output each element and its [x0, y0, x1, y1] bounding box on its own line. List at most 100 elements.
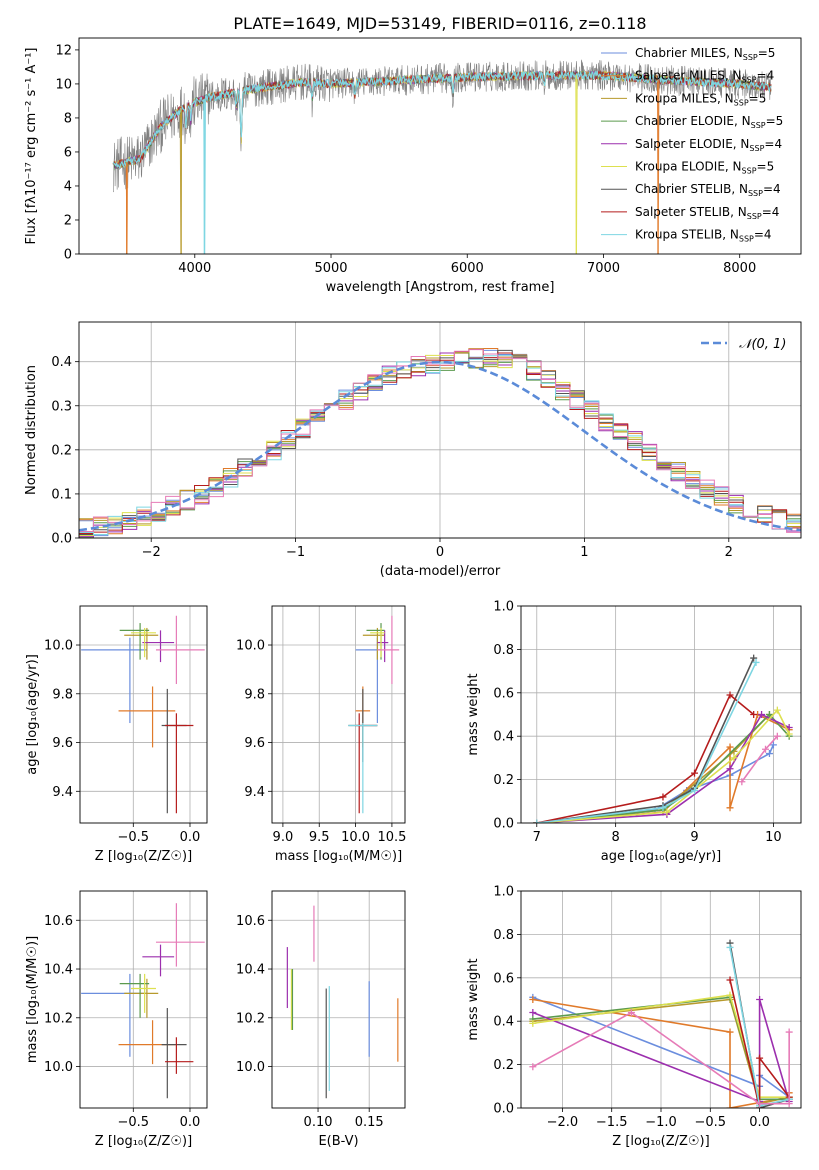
- weight-series-line: [536, 693, 755, 823]
- weight-point-marker: [529, 1063, 537, 1071]
- axes-frame: [78, 37, 802, 255]
- axes-frame: [520, 605, 802, 824]
- x-tick-label: −2: [142, 545, 161, 560]
- legend-subscript: SSP: [749, 144, 764, 153]
- x-tick-label: 0.0: [749, 1115, 770, 1130]
- legend-value: =4: [764, 137, 782, 151]
- legend-value: =5: [766, 114, 784, 128]
- weight-point-marker: [726, 1104, 734, 1108]
- weight-point-marker: [738, 778, 746, 786]
- weight-point-marker: [691, 786, 699, 794]
- y-tick-label: 2: [64, 213, 72, 228]
- y-tick-label: 1.0: [493, 600, 514, 615]
- weight-point-marker: [663, 808, 671, 816]
- y-tick-label: 9.8: [244, 687, 265, 702]
- x-tick-label: 8000: [723, 261, 756, 276]
- legend-value: =4: [754, 228, 772, 242]
- weight-point-marker: [726, 1028, 734, 1036]
- x-tick-label: 2: [725, 545, 733, 560]
- axes-frame: [520, 890, 802, 1109]
- weight-vs-Z-panel: −2.0 −1.5 −1.0 −0.5 0.0 0.0 0.2 0.4 0.6 0.8 1.0 Z […: [466, 885, 802, 1149]
- y-tick-label: 0.0: [51, 532, 72, 547]
- weight-point-marker: [756, 996, 764, 1003]
- figure-title: PLATE=1649, MJD=53149, FIBERID=0116, z=0…: [233, 14, 646, 33]
- weight-point-marker: [750, 711, 758, 718]
- weight-vs-age-plot-area: [533, 654, 793, 823]
- y-axis-label: Flux [fλ10⁻¹⁷ erg cm⁻² s⁻¹ A⁻¹]: [24, 48, 39, 245]
- weight-point-marker: [762, 745, 770, 753]
- normal-curve: [79, 360, 801, 532]
- y-axis-label: Normed distribution: [24, 365, 39, 495]
- y-tick-label: 0.2: [51, 443, 72, 458]
- x-axis-label: wavelength [Angstrom, rest frame]: [326, 280, 555, 295]
- x-tick-label: 5000: [314, 261, 347, 276]
- y-tick-label: 10.2: [44, 1011, 73, 1026]
- weight-vs-age-panel: 7 8 9 10 0.0 0.2 0.4 0.6 0.8 1.0 age [log₁₀(age/yr…: [466, 600, 802, 864]
- weight-vs-Z-plot-area: [529, 939, 793, 1108]
- x-tick-label: 0.10: [304, 1115, 333, 1130]
- y-axis-label: mass weight: [466, 958, 481, 1040]
- y-tick-label: 10.6: [236, 914, 265, 929]
- legend-entry: Chabrier STELIB, NSSP=4: [635, 182, 781, 198]
- mass-vs-EBV-plot-area: [286, 905, 399, 1099]
- y-tick-label: 12: [55, 43, 72, 58]
- y-tick-label: 0.4: [51, 355, 72, 370]
- weight-series-line: [532, 999, 790, 1103]
- y-tick-label: 10.4: [236, 963, 265, 978]
- y-tick-label: 0.8: [493, 643, 514, 658]
- weight-point-marker: [752, 658, 760, 666]
- legend-subscript: SSP: [747, 212, 762, 221]
- spectrum-panel: 4000 5000 6000 7000 8000 0 2 4 6 8 10 12 wavelength …: [24, 37, 802, 295]
- weight-point-marker: [750, 654, 758, 662]
- legend-entry: Salpeter STELIB, NSSP=4: [635, 205, 779, 221]
- x-tick-label: −0.5: [695, 1115, 727, 1130]
- x-tick-label: 1: [580, 545, 588, 560]
- x-tick-label: 9.0: [273, 830, 294, 845]
- legend-entry: Kroupa ELODIE, NSSP=5: [635, 160, 774, 176]
- x-tick-label: 10.0: [341, 830, 370, 845]
- x-axis-label: age [log₁₀(age/yr)]: [601, 849, 722, 864]
- y-tick-label: 10.0: [236, 1060, 265, 1075]
- y-tick-label: 9.6: [52, 736, 73, 751]
- y-tick-label: 0.6: [493, 971, 514, 986]
- axes-frame: [79, 605, 208, 824]
- x-axis-label: Z [log₁₀(Z/Z☉)]: [95, 849, 192, 864]
- y-tick-label: 0.8: [493, 928, 514, 943]
- y-tick-label: 0.4: [493, 1015, 514, 1030]
- weight-point-marker: [756, 1100, 764, 1108]
- y-tick-label: 9.4: [244, 785, 265, 800]
- legend-subscript: SSP: [734, 98, 749, 107]
- x-tick-label: 0.0: [180, 830, 201, 845]
- legend-value: =4: [763, 182, 781, 196]
- x-tick-label: 4000: [178, 261, 211, 276]
- y-tick-label: 10.0: [236, 639, 265, 654]
- x-tick-label: −1: [286, 545, 305, 560]
- x-tick-label: −1.0: [645, 1115, 677, 1130]
- weight-point-marker: [726, 691, 734, 699]
- legend-value: =5: [749, 91, 767, 105]
- residuals-panel: −2 −1 0 1 2 0.0 0.1 0.2 0.3 0.4 (data-model)/error…: [24, 321, 802, 579]
- weight-point-marker: [726, 804, 734, 812]
- weight-point-marker: [726, 743, 734, 751]
- weight-point-marker: [529, 996, 537, 1003]
- weight-point-marker: [730, 754, 738, 762]
- x-tick-label: 0: [436, 545, 444, 560]
- legend-value: =5: [757, 160, 775, 174]
- weight-point-marker: [529, 1009, 537, 1017]
- y-tick-label: 0.6: [493, 686, 514, 701]
- x-tick-label: 0.0: [180, 1115, 201, 1130]
- weight-point-marker: [726, 991, 734, 999]
- y-tick-label: 10.4: [44, 963, 73, 978]
- x-axis-label: (data-model)/error: [380, 564, 501, 579]
- weight-point-marker: [773, 732, 781, 740]
- weight-point-marker: [758, 711, 766, 718]
- weight-point-marker: [726, 943, 734, 951]
- x-tick-label: 10.5: [377, 830, 406, 845]
- x-axis-label: Z [log₁₀(Z/Z☉)]: [95, 1134, 192, 1149]
- legend-entry: Chabrier ELODIE, NSSP=5: [635, 114, 783, 130]
- axes-frame: [271, 890, 406, 1109]
- legend-subscript: SSP: [739, 235, 754, 244]
- weight-point-marker: [529, 1019, 537, 1027]
- axes-frame: [271, 605, 406, 824]
- x-tick-label: −0.5: [118, 830, 150, 845]
